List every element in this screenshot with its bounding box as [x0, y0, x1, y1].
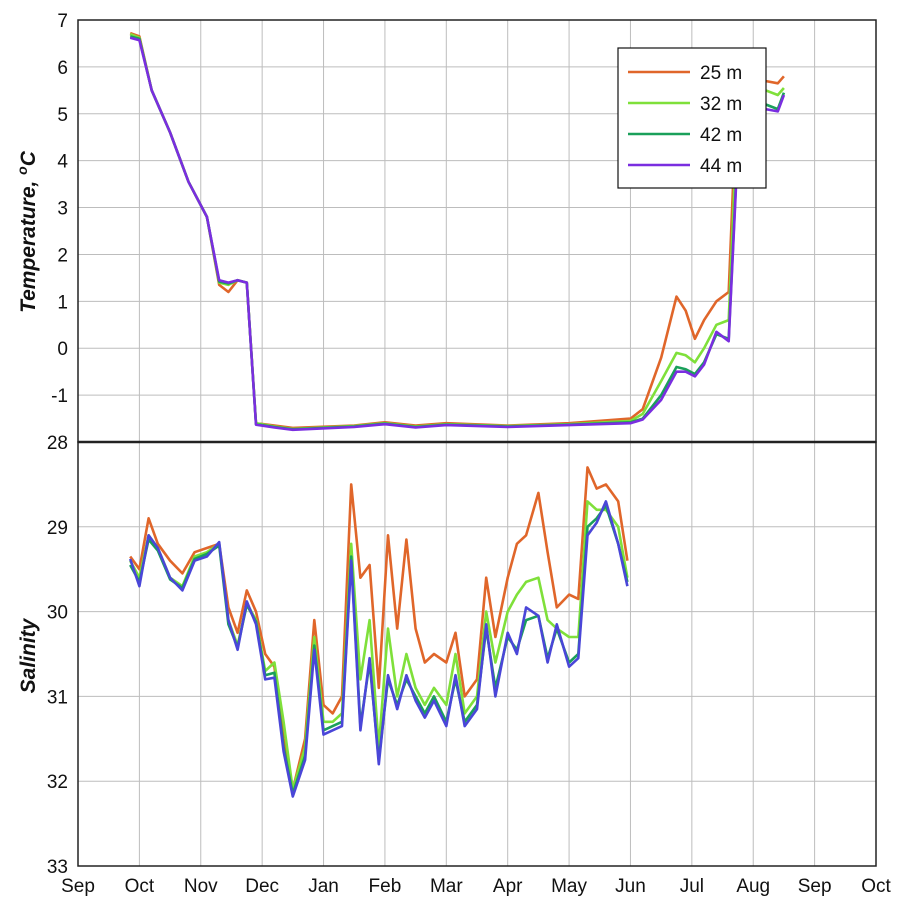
salinity-grid [77, 441, 877, 867]
temperature-y-tick-label: 7 [57, 11, 68, 32]
legend-label: 25 m [700, 63, 742, 84]
temperature-y-tick-label: 2 [57, 245, 68, 266]
temperature-y-tick-label: 6 [57, 58, 68, 79]
salinity-y-tick-labels: 28 29 30 31 32 33 [47, 433, 68, 878]
temperature-grid [77, 19, 877, 443]
legend: 25 m 32 m 42 m 44 m [617, 47, 767, 189]
x-tick-label: Feb [369, 876, 402, 897]
salinity-panel: 28 29 30 31 32 33 Salinity [17, 433, 877, 878]
salinity-frame [77, 441, 877, 867]
temperature-y-tick-label: 0 [57, 339, 68, 360]
x-tick-label: Dec [245, 876, 279, 897]
temperature-y-axis-label: Temperature, oC [14, 150, 40, 313]
degree-superscript: o [14, 166, 30, 175]
salinity-y-axis-label: Salinity [17, 617, 40, 693]
x-tick-label: Sep [798, 876, 832, 897]
temperature-y-tick-label: 5 [57, 105, 68, 126]
temperature-y-tick-label: 1 [57, 292, 68, 313]
temperature-y-axis-label-text: Temperature, [17, 175, 40, 313]
x-tick-label: Sep [61, 876, 95, 897]
x-tick-label: Nov [184, 876, 218, 897]
salinity-y-tick-label: 32 [47, 772, 68, 793]
salinity-y-tick-label: 33 [47, 857, 68, 878]
x-tick-label: Oct [861, 876, 891, 897]
legend-box [617, 47, 767, 189]
month-x-tick-labels: Sep Oct Nov Dec Jan Feb Mar Apr May Jun Jul Aug Sep O… [61, 876, 891, 897]
salinity-series-lines [128, 466, 629, 798]
temperature-y-tick-label: 4 [57, 152, 68, 173]
x-tick-label: Jan [308, 876, 339, 897]
x-tick-label: May [551, 876, 587, 897]
temperature-y-tick-labels: -1 0 1 2 3 4 5 6 7 [51, 11, 68, 407]
x-tick-label: Aug [736, 876, 770, 897]
x-tick-label: Jun [615, 876, 646, 897]
salinity-y-tick-label: 28 [47, 433, 68, 454]
salinity-y-tick-label: 31 [47, 687, 68, 708]
legend-label: 42 m [700, 125, 742, 146]
salinity-series-44m [128, 500, 629, 798]
legend-label: 32 m [700, 94, 742, 115]
x-tick-label: Apr [493, 876, 523, 897]
temperature-unit: C [17, 150, 40, 166]
x-tick-label: Jul [680, 876, 704, 897]
x-tick-label: Mar [430, 876, 463, 897]
salinity-y-tick-label: 30 [47, 603, 68, 624]
temperature-y-tick-label: 3 [57, 199, 68, 220]
temperature-y-tick-label: -1 [51, 386, 68, 407]
x-tick-label: Oct [125, 876, 155, 897]
salinity-y-tick-label: 29 [47, 518, 68, 539]
temperature-series-44m [129, 36, 786, 432]
legend-label: 44 m [700, 156, 742, 177]
temperature-panel: -1 0 1 2 3 4 5 6 7 Temperature, oC [14, 11, 877, 443]
